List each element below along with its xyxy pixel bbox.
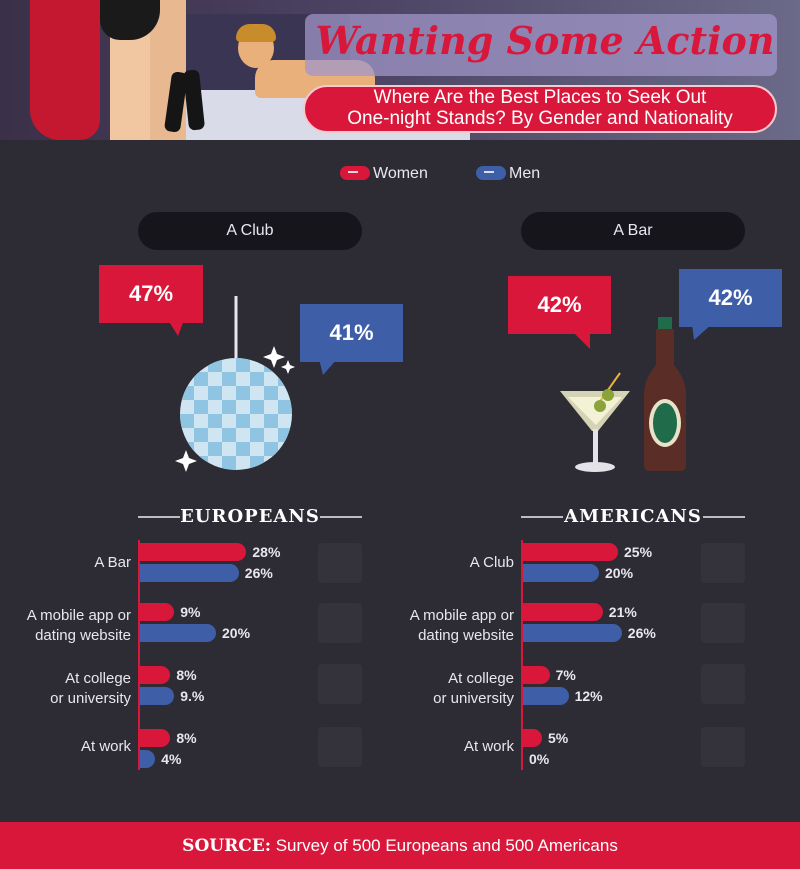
women-bar	[140, 603, 175, 621]
section-rule	[320, 516, 362, 518]
legend-label-women: Women	[373, 165, 428, 182]
men-value-label: 0%	[529, 751, 550, 767]
men-bar	[140, 750, 156, 768]
women-bar	[140, 729, 171, 747]
title-backdrop	[305, 14, 777, 76]
page-subtitle: Where Are the Best Places to Seek Out On…	[303, 87, 777, 129]
man-hair	[236, 24, 276, 42]
men-bar	[140, 624, 216, 642]
category-label-line: A Bar	[94, 554, 131, 571]
category-label: At work	[383, 737, 514, 757]
men-bar	[523, 564, 599, 582]
page-title: Wanting Some Action	[315, 18, 775, 63]
bubble-tail	[319, 359, 337, 375]
category-label: A Bar	[0, 553, 131, 573]
category-label-line: or university	[433, 690, 514, 707]
bubble-women-club: 47%	[99, 265, 203, 323]
men-value-label: 26%	[244, 565, 273, 581]
row-shade	[318, 603, 362, 643]
women-value-label: 8%	[176, 730, 197, 746]
row-shade	[318, 664, 362, 704]
women-value-label: 9%	[180, 604, 201, 620]
category-label-line: At work	[80, 738, 131, 755]
section-rule	[138, 516, 180, 518]
bubble-men-club: 41%	[300, 304, 403, 362]
men-value-label: 20%	[222, 625, 251, 641]
category-label: A mobile app or dating website	[383, 606, 514, 646]
men-value-label: 12%	[574, 688, 603, 704]
women-value-label: 21%	[608, 604, 637, 620]
chart-axis	[521, 540, 523, 770]
source-text: Survey of 500 Europeans and 500 American…	[275, 836, 618, 855]
men-bar	[523, 687, 569, 705]
subtitle-line: Where Are the Best Places to Seek Out	[373, 87, 707, 108]
category-label-line: A Club	[469, 554, 514, 571]
section-rule	[703, 516, 745, 518]
category-label: A mobile app or dating website	[0, 606, 131, 646]
bubble-tail	[168, 320, 184, 336]
legend-swatch-men	[476, 166, 506, 180]
disco-ball-icon	[175, 296, 295, 472]
category-label: At college or university	[0, 669, 131, 709]
category-label-line: A mobile app or	[26, 607, 131, 624]
source-note: SOURCE: Survey of 500 Europeans and 500 …	[0, 836, 800, 856]
legend-label-men: Men	[509, 165, 541, 182]
women-value-label: 5%	[548, 730, 569, 746]
category-label-line: or university	[50, 690, 131, 707]
men-bar	[140, 687, 175, 705]
women-value-label: 25%	[624, 544, 653, 560]
highlight-place-right: A Bar	[521, 212, 745, 250]
row-shade	[701, 727, 745, 767]
category-label-line: At college	[448, 670, 514, 687]
bubble-men-bar: 42%	[679, 269, 782, 327]
women-bar	[140, 543, 247, 561]
category-label-line: dating website	[35, 627, 131, 644]
men-value-label: 20%	[605, 565, 634, 581]
category-label: At work	[0, 737, 131, 757]
row-shade	[701, 664, 745, 704]
men-value-label: 4%	[161, 751, 182, 767]
women-bar	[523, 729, 542, 747]
section-title-europeans: EUROPEANS	[180, 506, 320, 527]
section-title-americans: AMERICANS	[564, 506, 702, 527]
women-bar	[140, 666, 171, 684]
section-rule	[521, 516, 563, 518]
chart-axis	[138, 540, 140, 770]
category-label-line: At work	[463, 738, 514, 755]
category-label: At college or university	[383, 669, 514, 709]
women-bar	[523, 543, 618, 561]
women-bar	[523, 666, 550, 684]
category-label: A Club	[383, 553, 514, 573]
row-shade	[318, 727, 362, 767]
cocktail-and-beer-icon	[560, 317, 686, 472]
legend-swatch-women	[340, 166, 370, 180]
category-label-line: At college	[65, 670, 131, 687]
women-value-label: 8%	[176, 667, 197, 683]
row-shade	[318, 543, 362, 583]
header-illustration: Wanting Some Action Where Are the Best P…	[0, 0, 800, 140]
bubble-tail	[572, 331, 590, 349]
subtitle-banner	[303, 85, 777, 133]
footer-bar	[0, 822, 800, 869]
category-label-line: dating website	[418, 627, 514, 644]
category-label-line: A mobile app or	[409, 607, 514, 624]
row-shade	[701, 603, 745, 643]
men-value-label: 26%	[627, 625, 656, 641]
subtitle-line: One-night Stands? By Gender and National…	[347, 108, 733, 129]
men-bar	[523, 624, 622, 642]
red-robe	[30, 0, 100, 140]
women-bar	[523, 603, 603, 621]
women-value-label: 28%	[252, 544, 281, 560]
bubble-women-bar: 42%	[508, 276, 611, 334]
source-label: SOURCE:	[182, 836, 271, 856]
women-value-label: 7%	[555, 667, 576, 683]
highlight-place-left: A Club	[138, 212, 362, 250]
men-bar	[140, 564, 239, 582]
men-value-label: 9.%	[180, 688, 205, 704]
bubble-tail	[692, 324, 712, 340]
row-shade	[701, 543, 745, 583]
